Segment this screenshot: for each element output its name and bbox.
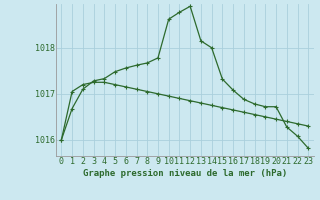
X-axis label: Graphe pression niveau de la mer (hPa): Graphe pression niveau de la mer (hPa) [83,169,287,178]
